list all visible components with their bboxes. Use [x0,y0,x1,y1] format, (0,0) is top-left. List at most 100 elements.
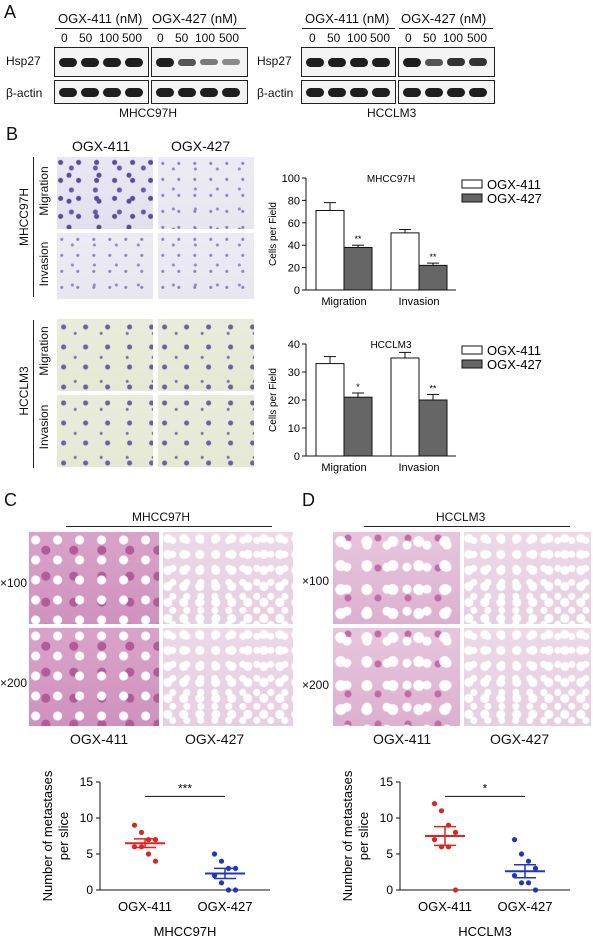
group-underline [55,28,148,29]
dose-label: 100 [443,31,464,45]
cell-line-label: MHCC97H [119,106,178,120]
panel-label-a: A [4,2,17,22]
significance-mark: *** [178,781,192,795]
y-tick-label: 80 [288,195,300,207]
histology-x100-ogx411 [332,531,461,625]
data-point [511,873,518,879]
scatter-chart-mhcc97h: 0 5 10 15 Number of metastases per slice OGX-4… [40,770,270,939]
cell-line-label: HCCLM3 [367,106,417,120]
dose-label: 100 [99,31,120,45]
histology-x100-ogx427 [463,531,592,625]
dose-label: 0 [61,31,68,45]
magnification-label: ×200 [302,678,330,692]
bar-ogx-427 [343,396,373,457]
bracket-line [33,157,34,297]
side-label-migration: Migration [37,166,51,216]
micrograph-invasion-ogx427 [157,394,255,468]
dose-label: 500 [370,31,391,45]
blot-band [425,88,443,97]
blot-band [306,58,324,67]
blot-band [81,88,99,97]
y-tick-label: 20 [288,395,300,407]
bar-ogx-411 [315,209,345,291]
data-point [218,858,225,864]
bar-ogx-427 [418,399,448,457]
dose-label: 100 [347,31,368,45]
x-axis-label: HCCLM3 [458,924,511,939]
y-axis-label: Cells per Field [268,202,279,266]
scatter-chart-hcclm3: 0 5 10 15 Number of metastases per slice OGX-4… [340,770,570,939]
y-axis-label: Cells per Field [268,368,279,432]
x-tick-label: Invasion [399,462,440,474]
side-label-migration: Migration [37,326,51,376]
col-label-ogx411: OGX-411 [70,731,129,747]
x-tick-label: Invasion [399,296,440,308]
blot-band [372,58,390,67]
y-tick-label: 0 [386,883,393,897]
y-tick-label: 0 [294,451,300,463]
legend-label: OGX-411 [487,343,541,358]
significance-mark: ** [429,383,437,393]
dose-label: 500 [219,31,240,45]
bracket-line [33,320,34,468]
chart-title: MHCC97H [367,174,415,185]
blot-band [200,59,218,65]
data-point [152,858,159,864]
blot-actin-ogx427 [151,80,248,104]
data-point [452,887,459,893]
y-tick-label: 0 [86,883,93,897]
y-tick-label: 100 [282,173,300,185]
legend-swatch [461,359,483,369]
dose-label: 50 [423,31,437,45]
blot-band [469,88,487,97]
significance-mark: ** [429,252,437,262]
data-point [211,851,218,857]
magnification-label: ×200 [0,676,28,690]
group-underline [302,28,395,29]
y-tick-label: 60 [288,218,300,230]
row-label-hsp27: Hsp27 [257,54,292,68]
data-point [511,837,518,843]
blot-band [125,88,143,97]
section-title-mhcc97h: MHCC97H [132,510,191,524]
panel-label-c: C [4,490,17,510]
blot-hsp27-ogx427 [151,47,248,77]
data-point [218,880,225,886]
blot-band [350,88,368,97]
legend-swatch [461,345,483,355]
y-axis-label: Number of metastases [340,770,355,901]
significance-mark: ** [354,234,362,244]
title-underline [66,526,272,527]
dose-label: 50 [327,31,341,45]
bar-ogx-411 [390,357,420,457]
blot-band [425,59,443,66]
title-underline [364,526,570,527]
dose-label: 0 [157,31,164,45]
micrograph-invasion-ogx411 [56,232,154,300]
blot-band [403,88,421,97]
blot-actin-ogx411 [301,80,396,104]
blot-band [469,58,487,66]
x-tick-label: OGX-427 [498,899,553,914]
y-tick-label: 30 [288,367,300,379]
side-label-invasion: Invasion [37,404,51,450]
y-axis-label: Number of metastases [40,770,55,901]
histology-x200-ogx411 [28,627,160,727]
blot-band [103,58,121,67]
col-label-ogx411: OGX-411 [373,731,432,747]
blot-band [156,58,174,67]
data-point [431,837,438,843]
dose-label: 100 [195,31,216,45]
x-tick-label: Migration [321,296,366,308]
blot-band [59,58,77,67]
col-header-ogx411: OGX-411 [72,138,131,154]
data-point [131,822,138,828]
histology-x200-ogx427 [162,627,294,727]
significance-mark: * [483,781,488,795]
bar-chart-mhcc97h: 0 20 40 60 80 100 Cells per Field MHCC97H ** Migr… [268,173,542,308]
blot-band [350,58,368,67]
blot-band [222,59,240,65]
blot-band [403,58,421,67]
y-tick-label: 5 [386,847,393,861]
data-point [138,829,145,835]
